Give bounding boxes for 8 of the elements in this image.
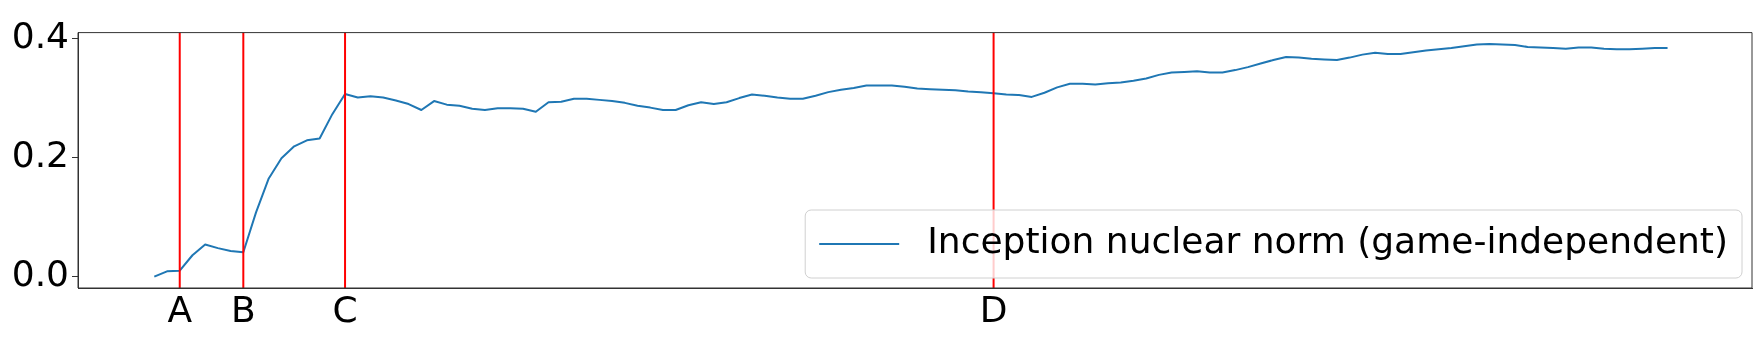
x-tick-label: B — [230, 288, 256, 330]
y-tick-label: 0.0 — [11, 253, 69, 295]
y-tick-label: 0.4 — [11, 14, 69, 56]
x-tick-label: D — [979, 288, 1008, 330]
x-tick-label: C — [332, 288, 358, 330]
legend-label: Inception nuclear norm (game-independent) — [927, 220, 1729, 262]
x-tick-label: A — [167, 288, 193, 330]
y-tick-label: 0.2 — [11, 133, 69, 175]
